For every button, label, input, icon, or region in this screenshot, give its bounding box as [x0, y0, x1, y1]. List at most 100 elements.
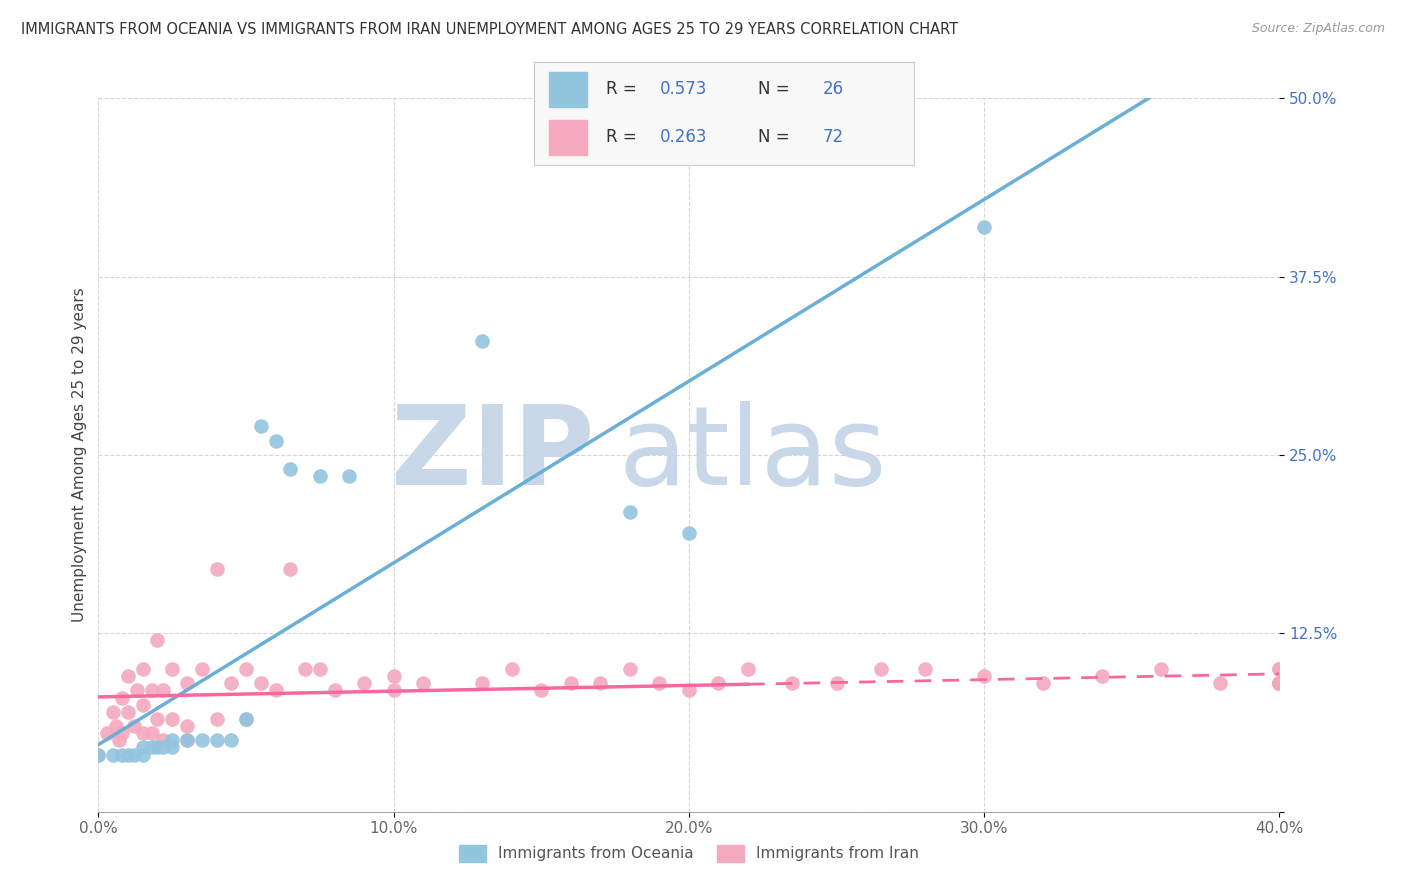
- Point: [96, 726, 118, 740]
- Point: [294, 662, 316, 676]
- Point: [1268, 676, 1291, 690]
- Point: [108, 733, 131, 747]
- Point: [280, 562, 302, 576]
- Point: [1268, 676, 1291, 690]
- Point: [141, 726, 163, 740]
- Point: [589, 676, 612, 690]
- Point: [176, 676, 198, 690]
- Point: [132, 726, 155, 740]
- Point: [132, 740, 155, 755]
- Point: [825, 676, 848, 690]
- Point: [205, 712, 228, 726]
- Point: [152, 683, 174, 698]
- Point: [1268, 662, 1291, 676]
- Point: [250, 419, 273, 434]
- Text: N =: N =: [758, 80, 796, 98]
- Point: [678, 683, 700, 698]
- Point: [176, 733, 198, 747]
- Point: [530, 683, 553, 698]
- Point: [1032, 676, 1054, 690]
- Point: [1268, 662, 1291, 676]
- Point: [146, 633, 169, 648]
- Point: [141, 683, 163, 698]
- Y-axis label: Unemployment Among Ages 25 to 29 years: Unemployment Among Ages 25 to 29 years: [72, 287, 87, 623]
- Point: [1150, 662, 1173, 676]
- Point: [973, 669, 995, 683]
- Point: [122, 747, 145, 762]
- Point: [117, 747, 139, 762]
- Text: N =: N =: [758, 128, 796, 146]
- Point: [471, 676, 494, 690]
- Point: [914, 662, 936, 676]
- Point: [87, 747, 110, 762]
- Point: [205, 562, 228, 576]
- Text: 0.263: 0.263: [659, 128, 707, 146]
- Point: [1268, 676, 1291, 690]
- Point: [111, 726, 134, 740]
- Point: [501, 662, 523, 676]
- Text: Source: ZipAtlas.com: Source: ZipAtlas.com: [1251, 22, 1385, 36]
- Point: [339, 469, 361, 483]
- Point: [132, 662, 155, 676]
- Point: [353, 676, 375, 690]
- Point: [737, 662, 759, 676]
- Point: [323, 683, 346, 698]
- Text: atlas: atlas: [619, 401, 887, 508]
- Point: [678, 526, 700, 541]
- Point: [1268, 676, 1291, 690]
- Point: [382, 683, 405, 698]
- Point: [1268, 676, 1291, 690]
- Point: [111, 690, 134, 705]
- Point: [235, 662, 257, 676]
- Point: [191, 662, 214, 676]
- Point: [152, 733, 174, 747]
- Point: [105, 719, 128, 733]
- Point: [648, 676, 671, 690]
- Bar: [550, 120, 588, 155]
- Point: [1091, 669, 1114, 683]
- Point: [280, 462, 302, 476]
- Legend: Immigrants from Oceania, Immigrants from Iran: Immigrants from Oceania, Immigrants from…: [453, 838, 925, 868]
- Text: R =: R =: [606, 128, 643, 146]
- Point: [191, 733, 214, 747]
- Text: 72: 72: [823, 128, 844, 146]
- Point: [162, 712, 183, 726]
- Point: [176, 719, 198, 733]
- Point: [1209, 676, 1232, 690]
- Point: [162, 740, 183, 755]
- Point: [125, 683, 148, 698]
- Point: [221, 676, 243, 690]
- Point: [235, 712, 257, 726]
- Point: [117, 705, 139, 719]
- Point: [973, 219, 995, 234]
- Point: [146, 712, 169, 726]
- Point: [221, 733, 243, 747]
- Point: [111, 747, 134, 762]
- Point: [309, 662, 332, 676]
- Text: 26: 26: [823, 80, 844, 98]
- Point: [1268, 676, 1291, 690]
- Point: [870, 662, 893, 676]
- Point: [103, 705, 125, 719]
- Point: [707, 676, 730, 690]
- Point: [619, 505, 641, 519]
- Point: [560, 676, 582, 690]
- Point: [141, 740, 163, 755]
- Point: [103, 747, 125, 762]
- Point: [1268, 676, 1291, 690]
- Point: [782, 676, 804, 690]
- Point: [264, 434, 287, 448]
- Point: [235, 712, 257, 726]
- Point: [162, 662, 183, 676]
- Point: [619, 662, 641, 676]
- Bar: [550, 71, 588, 106]
- Point: [471, 334, 494, 348]
- Text: 0.573: 0.573: [659, 80, 707, 98]
- Point: [132, 747, 155, 762]
- Point: [382, 669, 405, 683]
- Point: [117, 669, 139, 683]
- Text: R =: R =: [606, 80, 643, 98]
- Point: [176, 733, 198, 747]
- Point: [264, 683, 287, 698]
- Point: [1268, 676, 1291, 690]
